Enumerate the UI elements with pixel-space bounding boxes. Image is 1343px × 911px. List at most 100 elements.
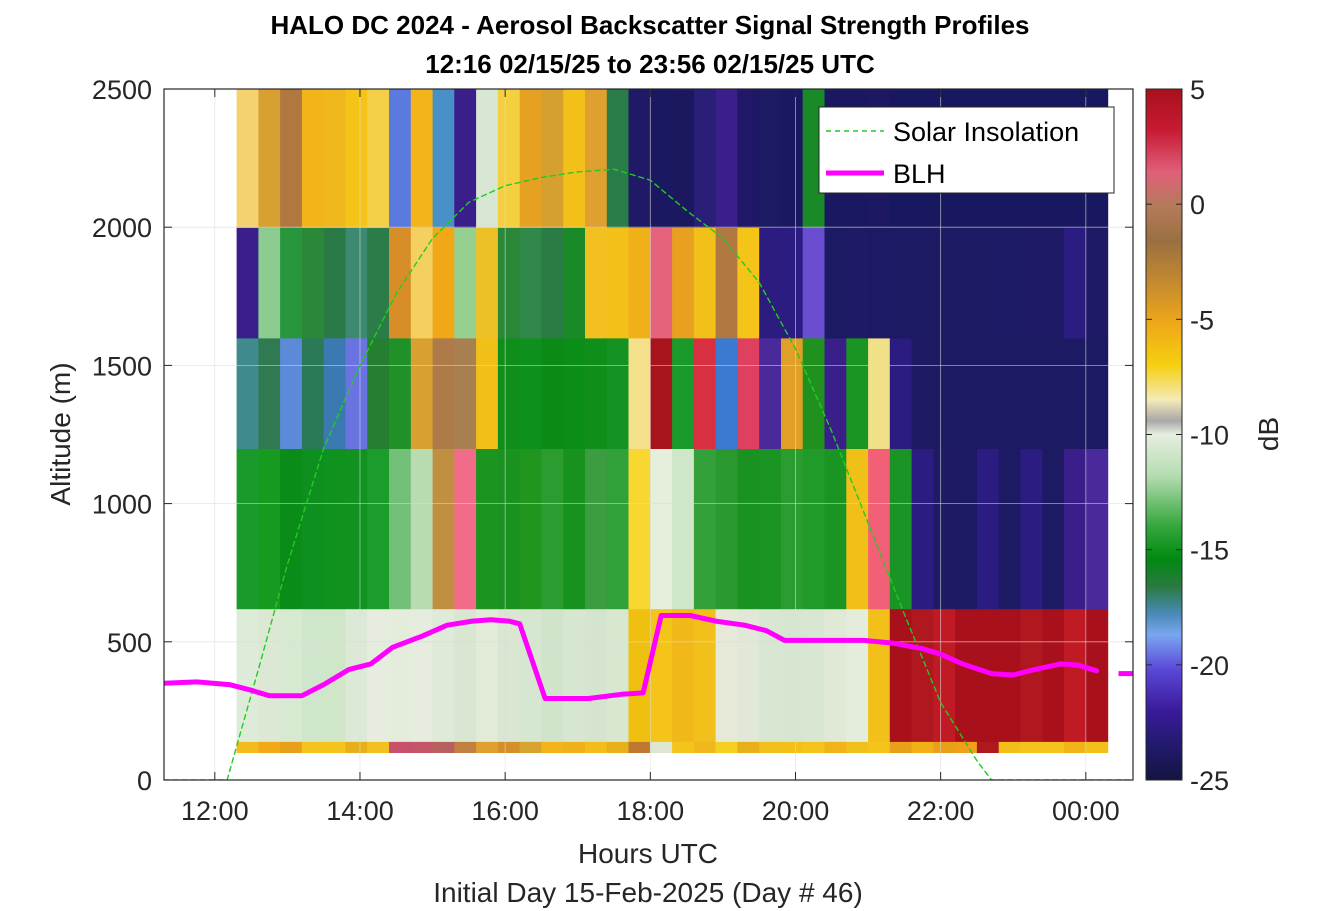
heatmap-cell: [345, 608, 368, 742]
heatmap-cell: [715, 741, 738, 753]
heatmap-cell: [650, 337, 673, 449]
heatmap-cell: [519, 227, 543, 339]
heatmap-cell: [715, 448, 738, 610]
heatmap-cell: [389, 337, 412, 449]
heatmap-cell: [1085, 227, 1109, 339]
heatmap-cell: [1085, 608, 1109, 742]
heatmap-cell: [454, 741, 477, 753]
heatmap-cell: [824, 608, 847, 742]
heatmap-cell: [737, 89, 760, 228]
x-tick-label: 18:00: [617, 796, 685, 826]
heatmap-cell: [345, 448, 368, 610]
heatmap-cell: [563, 448, 586, 610]
heatmap-cell: [236, 89, 259, 228]
heatmap-cell: [606, 741, 630, 753]
heatmap-cell: [432, 337, 455, 449]
y-tick-label: 2000: [92, 213, 152, 243]
heatmap-cell: [345, 337, 368, 449]
heatmap-cell: [497, 448, 521, 610]
heatmap-cell: [715, 337, 738, 449]
heatmap-cell: [933, 337, 956, 449]
heatmap-cell: [693, 89, 717, 228]
heatmap-cell: [345, 741, 368, 753]
heatmap-cell: [541, 89, 564, 228]
heatmap-cell: [976, 448, 1000, 610]
heatmap-cell: [280, 337, 303, 449]
heatmap-cell: [1085, 448, 1109, 610]
heatmap-cell: [868, 608, 891, 742]
heatmap-cell: [301, 608, 325, 742]
heatmap-cell: [824, 448, 847, 610]
heatmap-cell: [1042, 448, 1065, 610]
y-axis-label: Altitude (m): [45, 362, 76, 505]
heatmap-cell: [432, 448, 455, 610]
heatmap-cell: [781, 608, 804, 742]
heatmap-cell: [824, 227, 847, 339]
heatmap-cell: [258, 448, 281, 610]
heatmap-cell: [258, 89, 281, 228]
heatmap-cell: [693, 741, 717, 753]
heatmap-cell: [410, 448, 434, 610]
heatmap-cell: [497, 89, 521, 228]
heatmap-cell: [802, 337, 826, 449]
heatmap-cell: [389, 608, 412, 742]
heatmap-cell: [585, 448, 608, 610]
heatmap-cell: [1064, 608, 1087, 742]
heatmap-cell: [476, 448, 499, 610]
heatmap-cell: [672, 741, 695, 753]
heatmap-cell: [955, 227, 978, 339]
heatmap-cell: [367, 608, 390, 742]
heatmap-cell: [650, 741, 673, 753]
legend-label-blh: BLH: [893, 159, 946, 189]
heatmap-cell: [911, 448, 934, 610]
heatmap-cell: [585, 608, 608, 742]
heatmap-cell: [911, 227, 934, 339]
heatmap-cell: [715, 89, 738, 228]
heatmap-cell: [1042, 741, 1065, 753]
heatmap-cell: [367, 337, 390, 449]
heatmap-cell: [715, 227, 738, 339]
heatmap-cell: [998, 227, 1022, 339]
heatmap-cell: [889, 741, 913, 753]
heatmap-cell: [672, 89, 695, 228]
heatmap-cell: [955, 608, 978, 742]
heatmap-cell: [367, 227, 390, 339]
x-axis-label-secondary: Initial Day 15-Feb-2025 (Day # 46): [433, 877, 863, 908]
heatmap-cell: [868, 337, 891, 449]
heatmap-cell: [998, 337, 1022, 449]
heatmap-cell: [650, 448, 673, 610]
heatmap-cell: [606, 227, 630, 339]
heatmap-cell: [628, 741, 651, 753]
heatmap-cell: [693, 227, 717, 339]
heatmap-cell: [280, 741, 303, 753]
heatmap-cell: [693, 337, 717, 449]
heatmap-cell: [737, 337, 760, 449]
heatmap-cell: [802, 741, 826, 753]
heatmap-cell: [563, 89, 586, 228]
heatmap-cell: [563, 227, 586, 339]
heatmap-cell: [367, 448, 390, 610]
heatmap-cell: [454, 227, 477, 339]
heatmap-cell: [846, 741, 869, 753]
heatmap-cell: [541, 448, 564, 610]
heatmap-cell: [628, 337, 651, 449]
heatmap-cell: [693, 448, 717, 610]
heatmap-cell: [519, 89, 543, 228]
heatmap-cell: [389, 448, 412, 610]
heatmap-cell: [410, 337, 434, 449]
heatmap-cell: [497, 227, 521, 339]
heatmap-cell: [410, 89, 434, 228]
heatmap-cell: [367, 741, 390, 753]
heatmap-cell: [258, 227, 281, 339]
colorbar-tick-label: 0: [1190, 190, 1205, 220]
heatmap-cell: [236, 448, 259, 610]
heatmap-cell: [497, 741, 521, 753]
heatmap-cell: [476, 741, 499, 753]
heatmap-cell: [563, 741, 586, 753]
heatmap-cell: [998, 741, 1022, 753]
x-tick-label: 16:00: [471, 796, 539, 826]
heatmap-cell: [846, 608, 869, 742]
heatmap-cell: [781, 337, 804, 449]
heatmap-cell: [976, 227, 1000, 339]
x-tick-label: 12:00: [181, 796, 249, 826]
